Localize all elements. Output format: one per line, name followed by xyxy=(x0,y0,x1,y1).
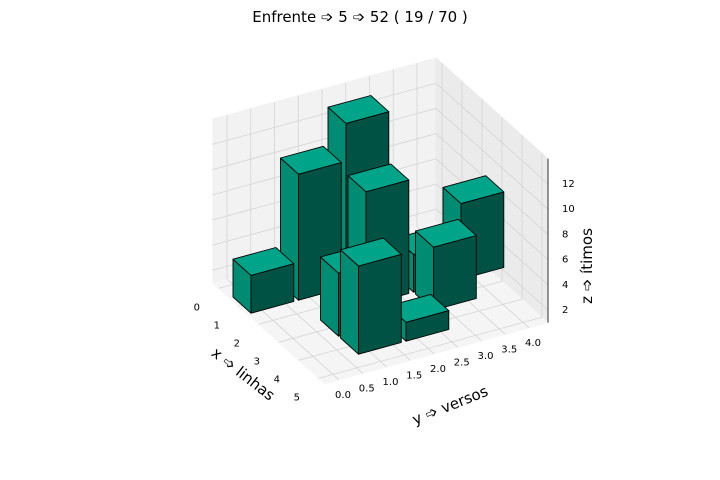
y-tick-label: 4.0 xyxy=(525,338,541,349)
bar-face-top xyxy=(327,95,390,124)
bar-face-right xyxy=(358,253,402,355)
bar-face-top xyxy=(340,237,402,267)
floor-gridline-x xyxy=(318,316,543,379)
z-tick-label: 12 xyxy=(562,179,575,190)
x-tick-label: 4 xyxy=(274,374,280,385)
bar-face-right xyxy=(433,235,477,311)
side-gridline-z xyxy=(435,108,549,210)
bar-3-1 xyxy=(340,237,402,355)
z-tick-label: 8 xyxy=(562,229,568,240)
y-tick-label: 0.0 xyxy=(335,390,351,401)
x-tick-label: 3 xyxy=(254,356,260,367)
y-tick-label: 1.0 xyxy=(383,377,399,388)
bar-2-3 xyxy=(415,218,477,311)
bar-face-top xyxy=(232,247,295,276)
x-axis-label: x ➩ linhas xyxy=(208,344,279,405)
x-tick-label: 2 xyxy=(234,338,240,349)
z-axis-label: z ➩ ítimos xyxy=(578,228,596,304)
z-tick-label: 4 xyxy=(562,280,568,291)
y-tick-label: 0.5 xyxy=(359,383,375,394)
y-tick-label: 2.0 xyxy=(430,364,446,375)
chart-title: Enfrente ➩ 5 ➩ 52 ( 19 / 70 ) xyxy=(252,8,468,26)
side-gridline-z xyxy=(435,82,549,185)
back-gridline-z xyxy=(212,108,437,170)
bar-face-left xyxy=(340,249,359,355)
y-tick-label: 3.5 xyxy=(501,344,517,355)
y-tick-label: 2.5 xyxy=(454,357,470,368)
x-tick-label: 0 xyxy=(194,302,200,313)
y-axis-label: y ➩ versos xyxy=(410,382,491,429)
bar-0-0 xyxy=(232,247,295,314)
z-tick-label: 6 xyxy=(562,255,568,266)
y-tick-label: 3.0 xyxy=(478,351,494,362)
bar-face-top xyxy=(415,218,477,248)
x-tick-label: 5 xyxy=(294,392,300,403)
bar-face-top xyxy=(280,145,342,175)
z-tick-label: 10 xyxy=(562,204,575,215)
x-tick-label: 1 xyxy=(214,320,220,331)
bars-group xyxy=(232,95,505,355)
y-tick-label: 1.5 xyxy=(406,370,422,381)
back-gridline-z xyxy=(212,82,437,145)
bar-face-top xyxy=(347,163,410,193)
z-tick-label: 2 xyxy=(562,305,568,316)
bar-face-top xyxy=(442,175,505,205)
